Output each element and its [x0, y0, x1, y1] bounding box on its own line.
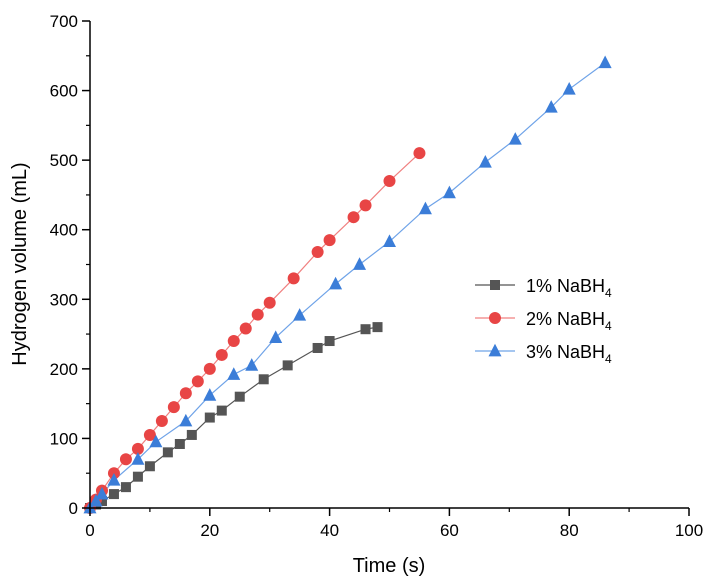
- series-1-point: [174, 438, 185, 449]
- series-3-point: [227, 367, 241, 380]
- axes: [89, 21, 689, 509]
- series-2-point: [263, 296, 276, 309]
- series-1-point: [162, 447, 173, 458]
- series-3-point: [478, 155, 492, 168]
- series-1-point: [324, 336, 335, 347]
- series-1-point: [186, 429, 197, 440]
- series-2-point: [131, 442, 144, 455]
- x-axis-title: Time (s): [353, 555, 426, 577]
- series-3-point: [383, 234, 396, 247]
- series-3-point: [203, 388, 217, 401]
- series-3-point: [149, 434, 163, 448]
- series-1-point: [360, 324, 371, 335]
- series-2-point: [227, 335, 240, 348]
- series-3-point: [89, 493, 103, 507]
- series-1-point: [258, 374, 269, 385]
- series-1-point: [132, 471, 143, 482]
- series-1-point: [96, 496, 107, 507]
- series-3-point: [293, 308, 307, 321]
- series-2-point: [413, 147, 426, 160]
- y-tick-label: 400: [50, 221, 78, 240]
- legend-subscript: 4: [605, 352, 612, 366]
- x-tick-label: 80: [560, 521, 579, 540]
- series-2-point: [191, 375, 204, 388]
- series-2-point: [203, 362, 216, 375]
- x-tick-label: 20: [200, 521, 219, 540]
- series-3-point: [598, 55, 612, 69]
- legend-label: 2% NaBH4: [526, 309, 612, 333]
- series-3-point: [544, 100, 558, 113]
- series-3-point: [562, 81, 576, 95]
- series-1-point: [216, 405, 227, 416]
- series-markers: [83, 55, 612, 514]
- series-2-point: [215, 348, 228, 361]
- series-1-point: [120, 482, 131, 493]
- x-tick-label: 60: [440, 521, 459, 540]
- y-tick-label: 600: [50, 82, 78, 101]
- series-1-point: [282, 360, 293, 371]
- series-2-point: [179, 387, 192, 400]
- y-tick-label: 300: [50, 290, 78, 309]
- series-3-point: [245, 358, 259, 371]
- series-3-point: [418, 201, 432, 215]
- series-1-point: [312, 342, 323, 353]
- legend-marker: [488, 343, 502, 357]
- series-1-point: [234, 391, 245, 402]
- series-2-point: [239, 322, 252, 335]
- x-tick-label: 40: [320, 521, 339, 540]
- series-2-point: [155, 415, 168, 428]
- y-axis-title: Hydrogen volume (mL): [9, 162, 31, 365]
- legend-item-1: 1% NaBH4: [475, 276, 612, 300]
- y-tick-label: 500: [50, 151, 78, 170]
- series-3-point: [95, 486, 109, 500]
- ticks: 0 20 40 60 80 100 0 100 200 300 400 500 600 700: [50, 12, 704, 540]
- series-1-point: [372, 322, 383, 333]
- legend-marker: [489, 312, 501, 324]
- series-2-point: [347, 211, 360, 224]
- series-3-point: [442, 185, 456, 199]
- series-3-point: [353, 257, 367, 270]
- series-2-point: [323, 234, 336, 247]
- series-2-point: [311, 245, 324, 258]
- series-3-point: [508, 132, 522, 145]
- series-3-point: [179, 413, 193, 427]
- series-2-point: [119, 453, 132, 466]
- series-3-point: [329, 276, 343, 290]
- y-tick-label: 100: [50, 429, 78, 448]
- y-tick-label: 0: [69, 499, 78, 518]
- legend-item-3: 3% NaBH4: [475, 342, 612, 366]
- legend-item-2: 2% NaBH4: [475, 309, 612, 333]
- series-3-line: [89, 62, 606, 509]
- series-1-point: [204, 412, 215, 423]
- series-3-point: [107, 472, 121, 486]
- legend-subscript: 4: [605, 286, 612, 300]
- series-2-point: [251, 308, 264, 321]
- legend-subscript: 4: [605, 319, 612, 333]
- series-2-point: [167, 401, 180, 414]
- series-1-point: [144, 461, 155, 472]
- series-2-point: [359, 199, 372, 212]
- x-tick-label: 100: [675, 521, 703, 540]
- series-3-point: [131, 452, 145, 465]
- legend: 1% NaBH4 2% NaBH4 3% NaBH4: [475, 276, 612, 366]
- series-3-point: [269, 330, 283, 343]
- series-2-point: [287, 272, 300, 285]
- y-tick-label: 700: [50, 12, 78, 31]
- series-2-point: [143, 428, 156, 441]
- y-tick-label: 200: [50, 360, 78, 379]
- series-2-point: [383, 175, 396, 188]
- legend-label: 1% NaBH4: [526, 276, 612, 300]
- series-1-point: [108, 489, 119, 500]
- legend-marker: [490, 280, 500, 290]
- legend-label: 3% NaBH4: [526, 342, 612, 366]
- x-tick-label: 0: [85, 521, 94, 540]
